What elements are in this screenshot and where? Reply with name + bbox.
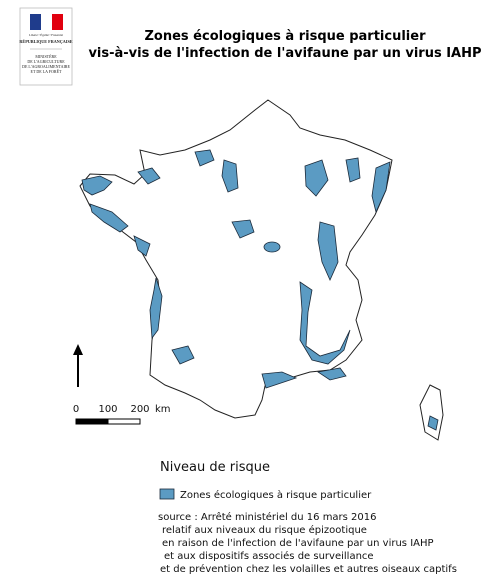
logo-motto: Liberté • Égalité • Fraternité <box>29 32 64 37</box>
title: Zones écologiques à risque particulier <box>144 29 426 44</box>
zone <box>137 167 161 185</box>
logo-republic: RÉPUBLIQUE FRANÇAISE <box>19 39 72 44</box>
flag-white <box>41 14 52 30</box>
title: vis-à-vis de l'infection de l'avifaune p… <box>88 46 481 61</box>
corsica <box>419 384 444 441</box>
zones <box>81 149 439 431</box>
legend-swatch <box>159 488 175 500</box>
zone <box>427 415 439 431</box>
scale-label: 0 <box>73 404 79 415</box>
source-line: relatif aux niveaux du risque épizootiqu… <box>162 524 367 536</box>
zone <box>89 203 129 233</box>
logo-ministry: ET DE LA FORÊT <box>31 69 62 74</box>
logo-ministry: MINISTÈRE <box>35 54 57 59</box>
zone <box>345 157 361 183</box>
source-line: en raison de l'infection de l'avifaune p… <box>162 538 434 549</box>
zone <box>371 161 391 214</box>
zone <box>133 235 151 257</box>
zone <box>261 371 298 389</box>
legend-title: Niveau de risque <box>160 460 270 475</box>
zone <box>299 281 351 365</box>
zone <box>263 241 281 253</box>
logo-ministry: DE L'AGRICULTURE <box>27 59 65 64</box>
flag-red <box>52 14 63 30</box>
zone <box>194 149 215 167</box>
zone <box>316 367 347 381</box>
legend-label: Zones écologiques à risque particulier <box>180 489 372 501</box>
source-line: et aux dispositifs associés de surveilla… <box>164 550 374 562</box>
source-line: et de prévention chez les volailles et a… <box>160 563 457 575</box>
zone <box>149 277 163 340</box>
source-line: source : Arrêté ministériel du 16 mars 2… <box>158 511 377 523</box>
scale-unit: km <box>155 404 171 415</box>
scale-bar <box>75 418 109 425</box>
zone <box>317 221 339 281</box>
north-arrow-head <box>73 344 83 355</box>
scale-label: 200 <box>130 404 149 415</box>
zone <box>171 345 195 365</box>
zone <box>304 159 329 197</box>
zone <box>221 159 239 193</box>
france-mainland <box>79 99 393 419</box>
scale-label: 100 <box>98 404 117 415</box>
zone <box>81 175 113 196</box>
flag-blue <box>30 14 41 30</box>
logo-ministry: DE L'AGROALIMENTAIRE <box>22 64 70 69</box>
zone <box>231 219 255 239</box>
scale-bar <box>107 418 141 425</box>
